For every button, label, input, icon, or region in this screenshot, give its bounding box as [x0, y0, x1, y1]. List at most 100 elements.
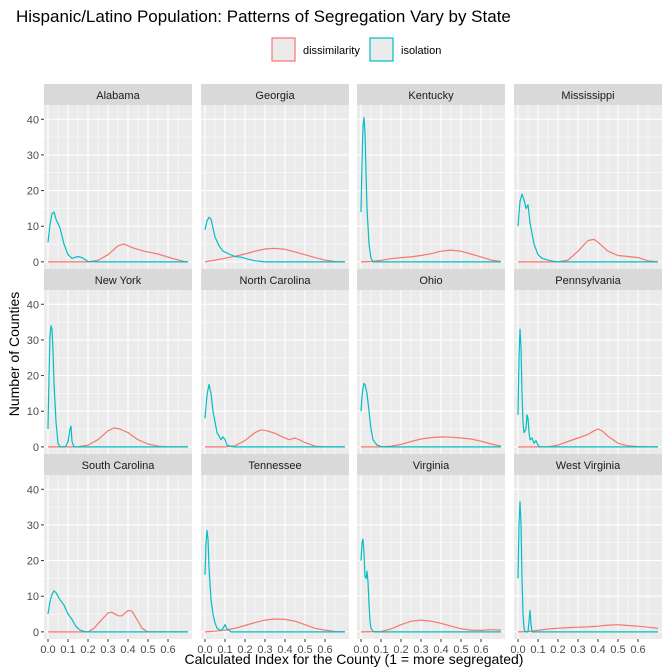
x-tick-label: 0.1 — [373, 644, 388, 656]
x-axis-title: Calculated Index for the County (1 = mor… — [185, 651, 524, 667]
strip-label-south-carolina: South Carolina — [82, 460, 156, 472]
series-line-isolation-tennessee — [204, 529, 345, 633]
y-tick-label: 0 — [33, 442, 39, 454]
panel-tennessee: Tennessee 0.0 0.1 0.2 0.3 0.4 0.5 0.6 — [197, 454, 349, 656]
strip-alabama — [44, 84, 192, 105]
series-line-isolation-virginia — [360, 538, 501, 633]
x-tick-label: 0.1 — [60, 644, 75, 656]
x-tick-label: 0.4 — [590, 644, 605, 656]
series-line-dissimilarity-mississippi — [518, 238, 659, 263]
panel-new-york: New York 0 10 20 30 40 — [27, 269, 192, 454]
strip-label-kentucky: Kentucky — [408, 90, 454, 102]
series-line-isolation-alabama — [47, 211, 188, 263]
panel-georgia: Georgia — [201, 84, 349, 269]
x-tick-label: 0.0 — [40, 644, 55, 656]
strip-north-carolina — [201, 269, 349, 290]
y-tick-label: 40 — [27, 114, 39, 126]
strip-georgia — [201, 84, 349, 105]
y-tick-label: 30 — [27, 520, 39, 532]
panel-mississippi: Mississippi — [514, 84, 662, 269]
strip-label-alabama: Alabama — [96, 90, 140, 102]
series-line-dissimilarity-north-carolina — [205, 429, 345, 448]
x-tick-label: 0.0 — [510, 644, 525, 656]
y-tick-label: 20 — [27, 371, 39, 383]
panel-north-carolina: North Carolina — [201, 269, 349, 454]
facet-panels: Alabama 0 10 20 30 40 Georgia Kentucky Mississip… — [27, 84, 662, 656]
panel-kentucky: Kentucky — [357, 84, 505, 269]
strip-label-north-carolina: North Carolina — [240, 275, 312, 287]
series-line-isolation-georgia — [204, 216, 345, 263]
strip-pennsylvania — [514, 269, 662, 290]
y-tick-label: 40 — [27, 484, 39, 496]
strip-west-virginia — [514, 454, 662, 475]
x-tick-label: 0.1 — [530, 644, 545, 656]
legend-key-isolation — [369, 37, 394, 62]
legend-label-isolation: isolation — [401, 45, 441, 57]
strip-tennessee — [201, 454, 349, 475]
y-tick-label: 20 — [27, 556, 39, 568]
x-tick-label: 0.5 — [610, 644, 625, 656]
y-axis-title: Number of Counties — [6, 292, 22, 417]
x-tick-label: 0.5 — [140, 644, 155, 656]
x-tick-label: 0.3 — [570, 644, 585, 656]
strip-label-new-york: New York — [95, 275, 142, 287]
strip-virginia — [357, 454, 505, 475]
strip-label-georgia: Georgia — [255, 90, 295, 102]
series-line-isolation-south-carolina — [47, 590, 188, 633]
x-tick-label: 0.3 — [257, 644, 272, 656]
x-tick-label: 0.0 — [353, 644, 368, 656]
strip-label-tennessee: Tennessee — [248, 460, 301, 472]
x-tick-label: 0.6 — [317, 644, 332, 656]
panel-west-virginia: West Virginia 0.0 0.1 0.2 0.3 0.4 0.5 0.6 — [510, 454, 662, 656]
legend-key-dissimilarity — [271, 37, 296, 62]
series-line-dissimilarity-georgia — [204, 247, 346, 263]
legend-label-dissimilarity: dissimilarity — [303, 45, 360, 57]
y-tick-label: 40 — [27, 299, 39, 311]
series-line-dissimilarity-virginia — [360, 619, 502, 633]
x-tick-label: 0.2 — [550, 644, 565, 656]
x-tick-label: 0.2 — [393, 644, 408, 656]
x-tick-label: 0.3 — [413, 644, 428, 656]
series-line-dissimilarity-alabama — [48, 243, 189, 263]
y-tick-label: 10 — [27, 406, 39, 418]
series-line-dissimilarity-pennsylvania — [518, 428, 658, 448]
y-tick-label: 10 — [27, 221, 39, 233]
y-tick-label: 30 — [27, 335, 39, 347]
panel-alabama: Alabama 0 10 20 30 40 — [27, 84, 192, 269]
x-tick-label: 0.4 — [433, 644, 448, 656]
panel-virginia: Virginia 0.0 0.1 0.2 0.3 0.4 0.5 0.6 — [353, 454, 505, 656]
series-line-isolation-ohio — [360, 382, 501, 448]
y-tick-label: 10 — [27, 591, 39, 603]
x-tick-label: 0.6 — [473, 644, 488, 656]
series-line-isolation-mississippi — [517, 193, 658, 263]
x-tick-label: 0.2 — [80, 644, 95, 656]
strip-new-york — [44, 269, 192, 290]
series-line-isolation-kentucky — [360, 116, 501, 263]
x-tick-label: 0.5 — [297, 644, 312, 656]
strip-kentucky — [357, 84, 505, 105]
x-tick-label: 0.4 — [120, 644, 135, 656]
y-tick-label: 30 — [27, 150, 39, 162]
series-line-isolation-pennsylvania — [517, 328, 658, 448]
series-line-dissimilarity-ohio — [361, 436, 502, 448]
strip-label-virginia: Virginia — [413, 460, 450, 472]
strip-label-ohio: Ohio — [419, 275, 442, 287]
x-tick-label: 0.3 — [100, 644, 115, 656]
series-line-isolation-new-york — [47, 325, 188, 448]
series-line-dissimilarity-kentucky — [360, 249, 502, 263]
series-line-dissimilarity-new-york — [48, 427, 188, 448]
panel-pennsylvania: Pennsylvania — [514, 269, 662, 454]
strip-label-pennsylvania: Pennsylvania — [555, 275, 621, 287]
x-tick-label: 0.4 — [277, 644, 292, 656]
series-line-isolation-west-virginia — [517, 501, 658, 633]
chart-title: Hispanic/Latino Population: Patterns of … — [16, 7, 511, 26]
y-tick-label: 20 — [27, 186, 39, 198]
panel-ohio: Ohio — [357, 269, 505, 454]
strip-south-carolina — [44, 454, 192, 475]
series-line-isolation-north-carolina — [204, 383, 345, 448]
y-tick-label: 0 — [33, 627, 39, 639]
x-tick-label: 0.5 — [453, 644, 468, 656]
x-tick-label: 0.6 — [160, 644, 175, 656]
x-tick-label: 0.2 — [237, 644, 252, 656]
